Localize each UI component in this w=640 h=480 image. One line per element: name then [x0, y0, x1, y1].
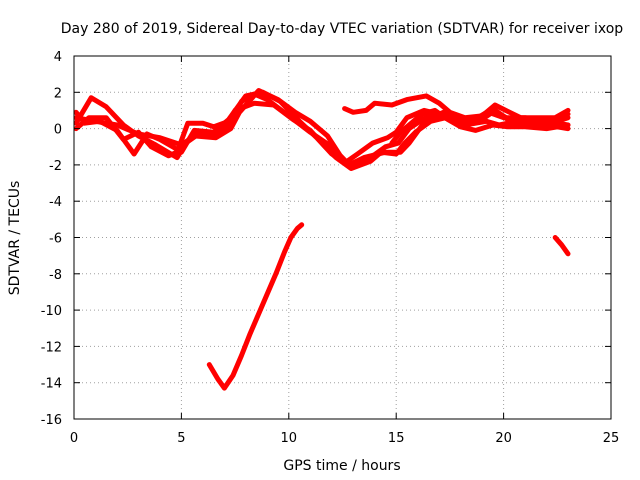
- y-tick-label: -4: [49, 195, 62, 210]
- y-axis-title: SDTVAR / TECUs: [7, 181, 23, 296]
- x-tick-label: 5: [177, 431, 185, 446]
- y-tick-label: 0: [54, 123, 62, 138]
- y-tick-label: -16: [41, 413, 62, 428]
- x-tick-label: 25: [603, 431, 620, 446]
- series-group: [73, 88, 571, 391]
- chart-title: Day 280 of 2019, Sidereal Day-to-day VTE…: [61, 21, 624, 37]
- grid: [74, 56, 611, 419]
- x-axis-title: GPS time / hours: [283, 458, 400, 474]
- y-tick-label: -6: [49, 232, 62, 247]
- series-line-sat-g: [206, 222, 305, 391]
- y-tick-label: -12: [41, 340, 62, 355]
- y-tick-label: 4: [54, 50, 62, 65]
- y-tick-label: -2: [49, 159, 62, 174]
- series-line-sat-e: [342, 93, 571, 121]
- ticks: [73, 55, 612, 420]
- series-line-sat-d: [73, 89, 571, 166]
- y-tick-label: -10: [41, 304, 62, 319]
- x-tick-label: 10: [281, 431, 298, 446]
- tick-labels: 0 5 10 15 20 25 -16 -14 -12 -10 -8 -6 -4 -2 0 2 4: [41, 50, 620, 446]
- y-tick-label: 2: [54, 86, 62, 101]
- x-tick-label: 15: [388, 431, 405, 446]
- y-tick-label: -14: [41, 377, 62, 392]
- x-tick-label: 0: [70, 431, 78, 446]
- series-line-sat-h: [552, 235, 571, 257]
- y-tick-label: -8: [49, 268, 62, 283]
- x-tick-label: 20: [495, 431, 512, 446]
- series-line-sat-f: [389, 107, 571, 146]
